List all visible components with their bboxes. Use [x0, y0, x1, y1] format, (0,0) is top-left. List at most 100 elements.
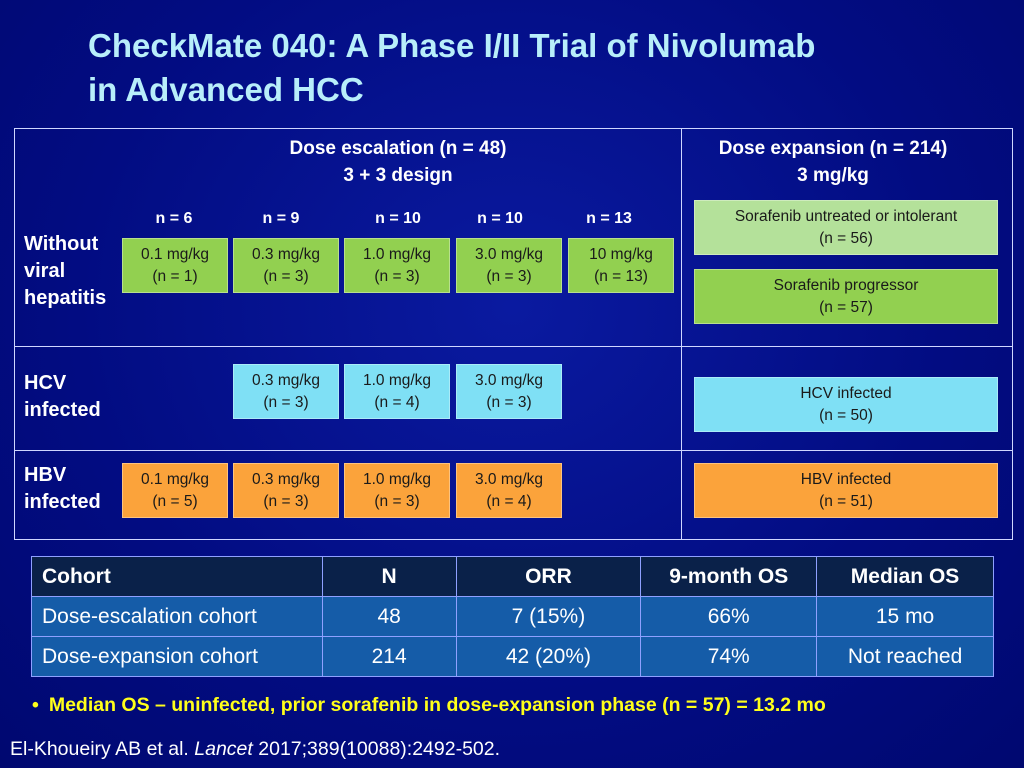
slide-title: CheckMate 040: A Phase I/II Trial of Niv…	[88, 24, 988, 112]
key-finding-bullet: • Median OS – uninfected, prior sorafenib…	[32, 694, 826, 717]
row-label-uninfected: Without viral hepatitis	[24, 231, 106, 312]
dose-box: 10 mg/kg (n = 13)	[568, 238, 674, 293]
dose-n: (n = 3)	[486, 393, 532, 411]
expansion-box-hcv: HCV infected (n = 50)	[694, 377, 998, 432]
trial-design-frame	[14, 128, 1013, 540]
expansion-box-label: Sorafenib progressor	[773, 276, 919, 294]
expansion-header-line-1: Dose expansion (n = 214)	[718, 138, 948, 159]
dose-value: 0.3 mg/kg	[251, 245, 321, 263]
results-table: Cohort N ORR 9-month OS Median OS Dose-e…	[31, 556, 994, 677]
dose-box: 1.0 mg/kg (n = 3)	[344, 463, 450, 518]
cohort-n-label: n = 10	[375, 210, 421, 227]
citation-authors: El-Khoueiry AB et al.	[10, 738, 189, 760]
dose-value: 1.0 mg/kg	[362, 470, 432, 488]
dose-box: 3.0 mg/kg (n = 3)	[456, 364, 562, 419]
cohort-n-label: n = 6	[155, 210, 193, 227]
table-row: Dose-escalation cohort 48 7 (15%) 66% 15…	[31, 596, 994, 637]
expansion-header: Dose expansion (n = 214) 3 mg/kg	[683, 135, 983, 189]
dose-box: 3.0 mg/kg (n = 3)	[456, 238, 562, 293]
dose-n: (n = 5)	[152, 492, 198, 510]
dose-n: (n = 3)	[374, 492, 420, 510]
table-cell: Dose-expansion cohort	[31, 636, 323, 677]
dose-value: 10 mg/kg	[589, 245, 653, 263]
dose-box: 0.3 mg/kg (n = 3)	[233, 364, 339, 419]
dose-n: (n = 4)	[374, 393, 420, 411]
slide-title-line-2: in Advanced HCC	[88, 71, 364, 108]
slide-title-line-1: CheckMate 040: A Phase I/II Trial of Niv…	[88, 27, 816, 64]
dose-value: 0.1 mg/kg	[140, 245, 210, 263]
expansion-box-sorafenib-untreated: Sorafenib untreated or intolerant (n = 5…	[694, 200, 998, 255]
citation-journal: Lancet	[194, 738, 253, 760]
dose-value: 1.0 mg/kg	[362, 371, 432, 389]
dose-value: 3.0 mg/kg	[474, 371, 544, 389]
expansion-box-label: Sorafenib untreated or intolerant	[734, 207, 958, 225]
table-cell: 7 (15%)	[455, 596, 642, 637]
expansion-box-n: (n = 51)	[819, 492, 873, 510]
expansion-box-n: (n = 56)	[819, 229, 873, 247]
row-divider-2	[14, 450, 1013, 451]
row-label-hcv: HCV infected	[24, 370, 101, 424]
dose-value: 3.0 mg/kg	[474, 470, 544, 488]
dose-n: (n = 3)	[374, 267, 420, 285]
dose-box: 0.1 mg/kg (n = 1)	[122, 238, 228, 293]
row-label-line: HCV	[24, 372, 67, 394]
cohort-n-label: n = 9	[262, 210, 300, 227]
table-cell: 214	[321, 636, 457, 677]
expansion-box-label: HBV infected	[800, 470, 892, 488]
column-header-9-month-os: 9-month OS	[640, 556, 818, 597]
dose-value: 3.0 mg/kg	[474, 245, 544, 263]
escalation-header-line-1: Dose escalation (n = 48)	[289, 138, 507, 159]
dose-value: 0.3 mg/kg	[251, 470, 321, 488]
dose-box: 1.0 mg/kg (n = 4)	[344, 364, 450, 419]
dose-value: 0.1 mg/kg	[140, 470, 210, 488]
dose-value: 1.0 mg/kg	[362, 245, 432, 263]
row-label-line: infected	[24, 399, 101, 421]
table-header-row: Cohort N ORR 9-month OS Median OS	[31, 556, 994, 597]
dose-value: 0.3 mg/kg	[251, 371, 321, 389]
expansion-box-label: HCV infected	[800, 384, 892, 402]
table-cell: Not reached	[816, 636, 994, 677]
dose-n: (n = 13)	[594, 267, 648, 285]
cohort-n-label: n = 13	[586, 210, 632, 227]
row-label-line: hepatitis	[24, 287, 107, 309]
row-label-line: Without	[24, 233, 99, 255]
expansion-header-line-2: 3 mg/kg	[797, 165, 869, 186]
table-cell: 42 (20%)	[455, 636, 642, 677]
expansion-box-n: (n = 50)	[819, 406, 873, 424]
row-label-line: viral	[24, 260, 66, 282]
expansion-box-hbv: HBV infected (n = 51)	[694, 463, 998, 518]
column-header-orr: ORR	[455, 556, 642, 597]
expansion-box-n: (n = 57)	[819, 298, 873, 316]
row-label-line: HBV	[24, 464, 67, 486]
dose-n: (n = 3)	[263, 393, 309, 411]
citation-reference: 2017;389(10088):2492-502.	[258, 738, 501, 760]
table-cell: Dose-escalation cohort	[31, 596, 323, 637]
dose-n: (n = 3)	[263, 492, 309, 510]
dose-n: (n = 3)	[263, 267, 309, 285]
dose-box: 0.3 mg/kg (n = 3)	[233, 238, 339, 293]
column-header-cohort: Cohort	[31, 556, 323, 597]
row-divider-1	[14, 346, 1013, 347]
dose-n: (n = 4)	[486, 492, 532, 510]
column-header-n: N	[321, 556, 457, 597]
dose-n: (n = 1)	[152, 267, 198, 285]
table-row: Dose-expansion cohort 214 42 (20%) 74% N…	[31, 636, 994, 677]
column-header-median-os: Median OS	[816, 556, 994, 597]
dose-box: 0.3 mg/kg (n = 3)	[233, 463, 339, 518]
table-cell: 66%	[640, 596, 818, 637]
table-cell: 48	[321, 596, 457, 637]
table-cell: 74%	[640, 636, 818, 677]
dose-n: (n = 3)	[486, 267, 532, 285]
dose-box: 1.0 mg/kg (n = 3)	[344, 238, 450, 293]
table-cell: 15 mo	[816, 596, 994, 637]
expansion-box-sorafenib-progressor: Sorafenib progressor (n = 57)	[694, 269, 998, 324]
dose-box: 0.1 mg/kg (n = 5)	[122, 463, 228, 518]
citation: El-Khoueiry AB et al. Lancet 2017;389(10…	[10, 738, 500, 761]
row-label-hbv: HBV infected	[24, 462, 101, 516]
escalation-header-line-2: 3 + 3 design	[343, 165, 453, 186]
bullet-icon: •	[32, 694, 39, 716]
phase-divider	[681, 128, 682, 540]
dose-box: 3.0 mg/kg (n = 4)	[456, 463, 562, 518]
row-label-line: infected	[24, 491, 101, 513]
escalation-header: Dose escalation (n = 48) 3 + 3 design	[198, 135, 598, 189]
